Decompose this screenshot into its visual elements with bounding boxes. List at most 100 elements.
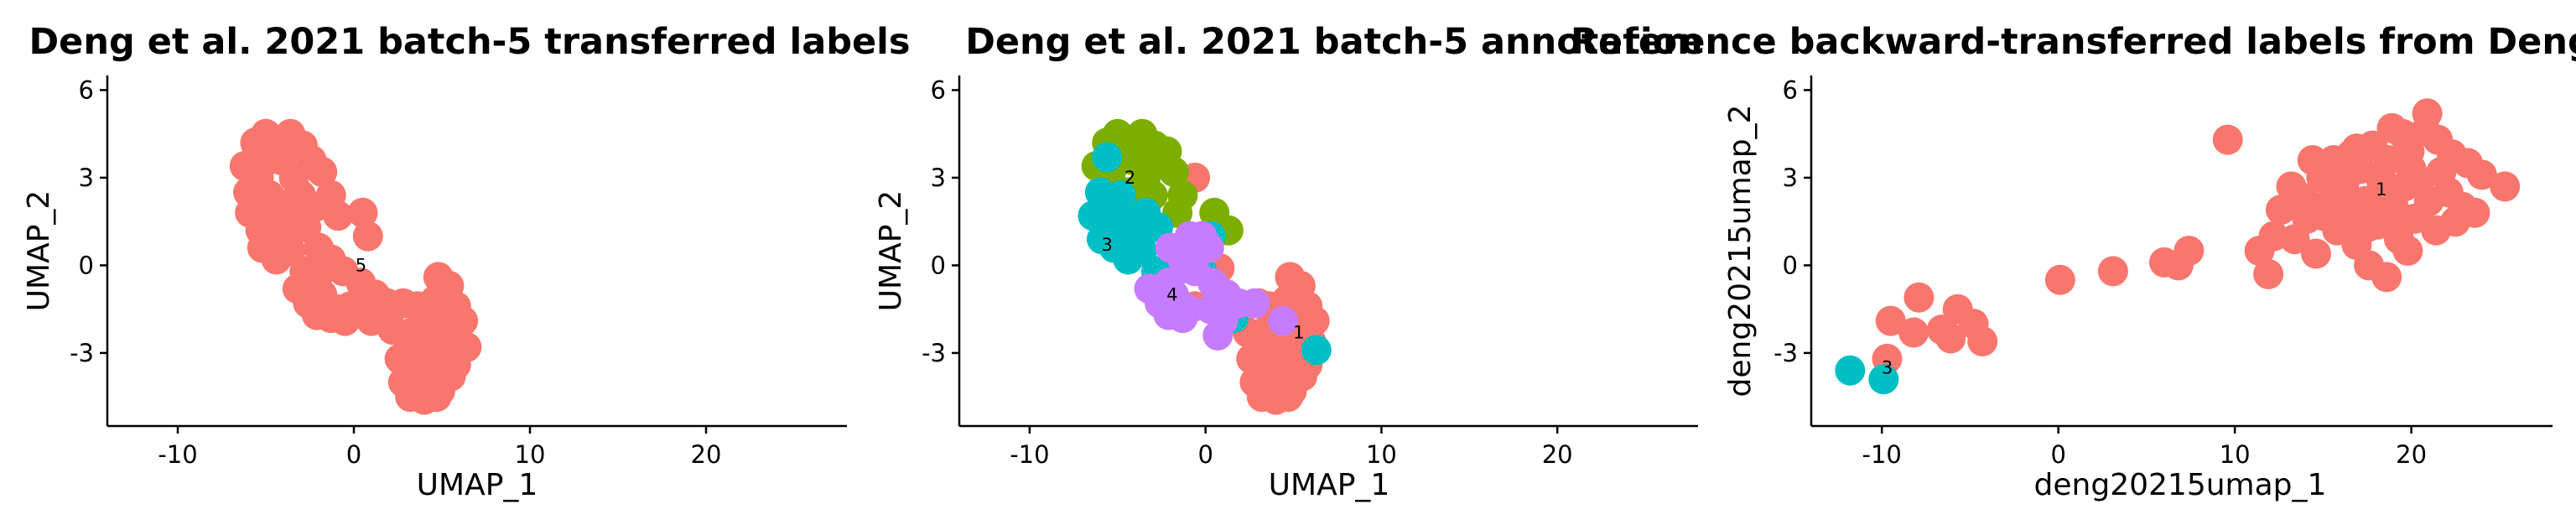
scatter-point-red xyxy=(2412,98,2443,129)
scatter-point-purple xyxy=(1268,305,1298,336)
scatter-point-red xyxy=(2453,148,2483,179)
panel-2-ticks: -10 0 10 20 -3 0 3 6 xyxy=(922,75,1573,469)
y-tick-label: 0 xyxy=(1783,251,1798,279)
x-tick-label: 10 xyxy=(515,440,546,469)
scatter-point-red xyxy=(2044,264,2075,295)
x-tick-label: 10 xyxy=(1366,440,1397,469)
x-tick-label: -10 xyxy=(1862,440,1902,469)
cluster-label: 3 xyxy=(1882,357,1893,377)
scatter-point-teal xyxy=(1868,364,1899,395)
panel-3-ticks: -10 0 10 20 -3 0 3 6 xyxy=(1774,75,2427,469)
scatter-point-teal xyxy=(1078,200,1109,231)
panel-2-title: Deng et al. 2021 batch-5 annotation xyxy=(965,21,1703,63)
scatter-point-purple xyxy=(1202,320,1233,351)
panel-2-points xyxy=(1078,118,1332,415)
scatter-point-red xyxy=(2423,124,2454,155)
scatter-point-teal xyxy=(1301,335,1332,366)
scatter-point-red xyxy=(2376,112,2407,143)
cluster-label: 5 xyxy=(356,255,366,275)
scatter-point-red xyxy=(2396,153,2427,184)
scatter-point-red xyxy=(2297,145,2328,175)
scatter-point-purple xyxy=(1167,303,1198,334)
y-tick-label: 3 xyxy=(931,164,946,192)
y-tick-label: -3 xyxy=(922,339,946,367)
scatter-point-red xyxy=(2288,183,2319,214)
cluster-label: 1 xyxy=(1293,323,1304,343)
cluster-label: 2 xyxy=(1124,168,1135,188)
scatter-point-red xyxy=(2392,236,2423,266)
y-tick-label: 3 xyxy=(1783,164,1798,192)
x-tick-label: 20 xyxy=(2396,440,2427,469)
umap-panel-2: 2 3 4 1 -10 0 10 20 -3 0 3 6 UMAP_1 UMAP_2 xyxy=(874,75,1698,502)
scatter-point-purple xyxy=(1187,221,1218,252)
panel-3-title: Reference backward-transferred labels fr… xyxy=(1571,21,2576,63)
panel-1-cluster-labels: 5 xyxy=(356,255,366,275)
x-tick-label: 0 xyxy=(1197,440,1213,469)
x-tick-label: 20 xyxy=(691,440,722,469)
scatter-point-red xyxy=(2354,250,2385,281)
scatter-point-red xyxy=(299,191,330,222)
y-tick-label: -3 xyxy=(1774,339,1798,367)
scatter-point-red xyxy=(421,382,452,413)
scatter-point-red xyxy=(2258,221,2289,252)
panel-3-y-axis-title: deng20215umap_2 xyxy=(1723,105,1758,398)
y-tick-label: 6 xyxy=(79,75,94,104)
x-tick-label: 0 xyxy=(2050,440,2065,469)
scatter-point-teal xyxy=(1835,355,1866,386)
scatter-point-green xyxy=(1151,136,1182,167)
scatter-point-red xyxy=(2336,139,2367,170)
scatter-point-teal xyxy=(1106,179,1136,210)
x-tick-label: -10 xyxy=(158,440,197,469)
scatter-point-red xyxy=(2352,212,2382,243)
scatter-point-red xyxy=(347,197,378,228)
scatter-point-red xyxy=(1875,305,1906,336)
scatter-point-red xyxy=(2097,256,2128,287)
panel-1-points xyxy=(229,118,482,415)
scatter-point-red xyxy=(307,156,338,187)
y-tick-label: 6 xyxy=(931,75,946,104)
cluster-label: 3 xyxy=(1102,235,1113,255)
scatter-point-red xyxy=(1903,282,1935,313)
panel-3-cluster-labels: 13 xyxy=(1882,179,2387,377)
x-tick-label: 20 xyxy=(1542,440,1573,469)
scatter-point-red xyxy=(2440,206,2471,237)
y-tick-label: 3 xyxy=(79,164,94,192)
scatter-point-red xyxy=(2265,195,2296,226)
panel-2-x-axis-title: UMAP_1 xyxy=(1269,468,1390,502)
cluster-label: 1 xyxy=(2376,179,2386,200)
scatter-point-red xyxy=(2490,171,2521,202)
panel-3-x-axis-title: deng20215umap_1 xyxy=(2034,468,2327,502)
scatter-point-red xyxy=(1898,317,1929,348)
scatter-point-red xyxy=(2308,200,2339,231)
scatter-point-red xyxy=(272,130,303,161)
panel-3-points xyxy=(1835,98,2521,395)
cluster-label: 4 xyxy=(1166,284,1177,304)
umap-panel-1: Deng et al. 2021 batch-5 transferred lab… xyxy=(22,21,911,502)
scatter-point-red xyxy=(2212,124,2243,155)
x-tick-label: -10 xyxy=(1010,440,1049,469)
x-tick-label: 0 xyxy=(346,440,361,469)
scatter-point-red xyxy=(1967,326,1998,356)
scatter-point-teal xyxy=(1086,224,1117,255)
panel-2-cluster-labels: 2 3 4 1 xyxy=(1102,168,1305,343)
scatter-point-red xyxy=(1935,323,1966,354)
scatter-point-red xyxy=(2301,238,2331,269)
y-tick-label: 0 xyxy=(79,251,94,279)
scatter-point-red xyxy=(352,221,383,252)
scatter-point-red xyxy=(323,200,354,231)
y-tick-label: 0 xyxy=(931,251,946,279)
scatter-point-red xyxy=(1273,382,1304,413)
scatter-point-red xyxy=(2253,258,2284,289)
scatter-point-red xyxy=(2174,236,2205,266)
panel-1-title: Deng et al. 2021 batch-5 transferred lab… xyxy=(29,21,910,63)
scatter-point-red xyxy=(2325,179,2356,210)
scatter-point-red xyxy=(264,189,295,220)
panel-1-ticks: -10 0 10 20 -3 0 3 6 xyxy=(70,75,721,469)
scatter-point-red xyxy=(2386,209,2416,240)
panel-1-y-axis-title: UMAP_2 xyxy=(22,190,56,312)
y-tick-label: 6 xyxy=(1783,75,1798,104)
x-tick-label: 10 xyxy=(2220,440,2251,469)
panel-2-y-axis-title: UMAP_2 xyxy=(874,190,908,312)
